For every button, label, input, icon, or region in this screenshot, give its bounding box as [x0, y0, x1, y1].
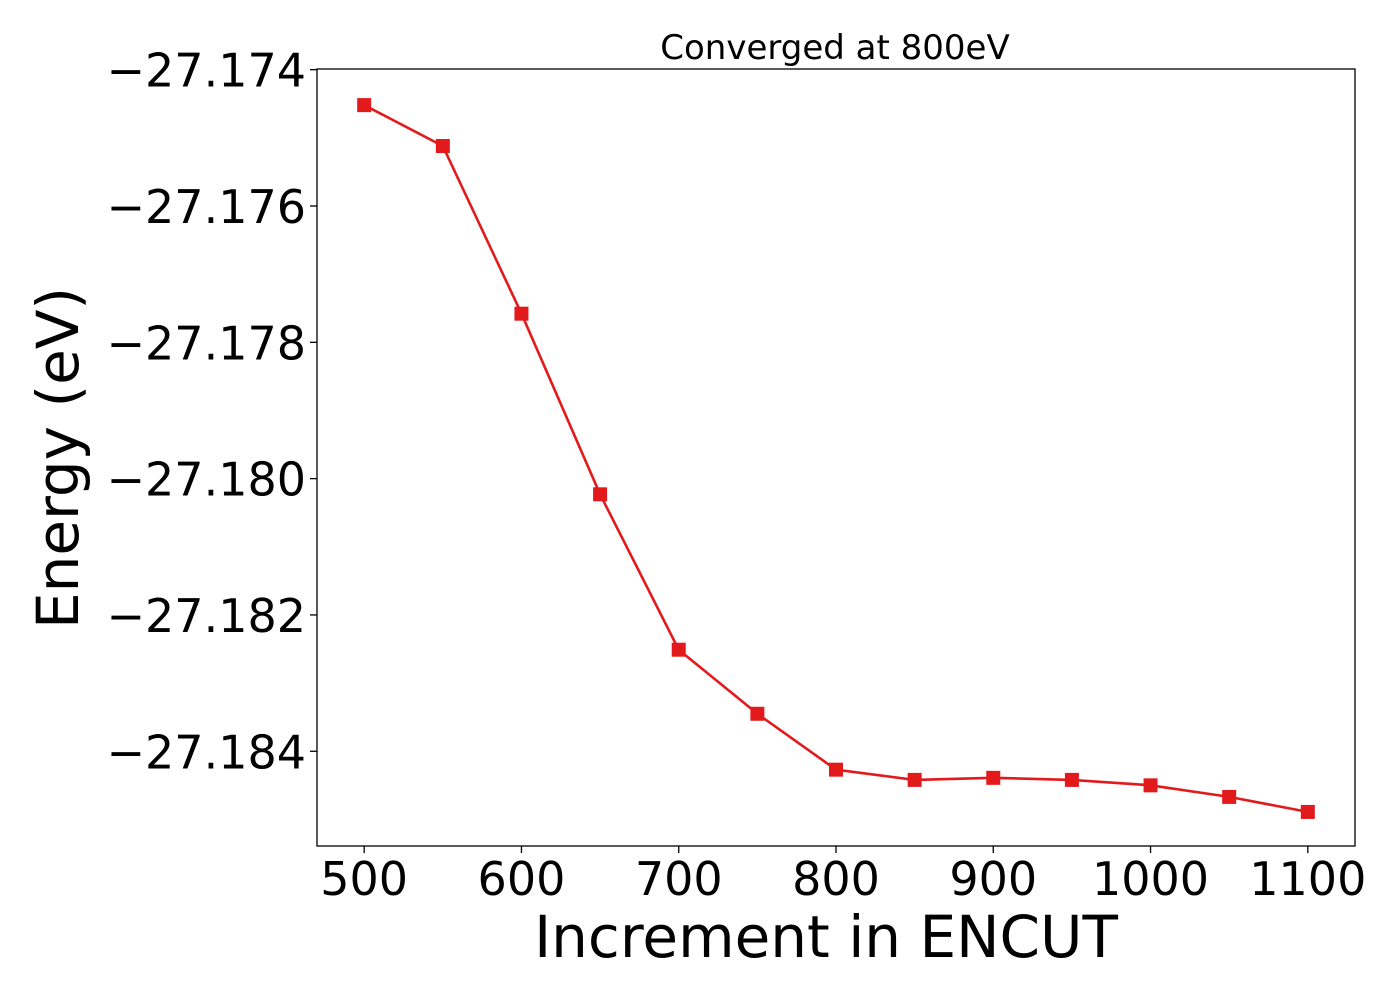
y-tick-label: −27.182 [107, 589, 307, 643]
x-tick-label: 600 [478, 852, 566, 906]
x-tick-label: 800 [792, 852, 880, 906]
data-point-marker [1143, 778, 1158, 793]
x-tick-label: 700 [635, 852, 723, 906]
y-tick-label: −27.184 [107, 725, 307, 779]
data-point-marker [514, 306, 529, 321]
x-tick-label: 500 [320, 852, 408, 906]
chart-title: Converged at 800eV [660, 28, 1009, 68]
x-tick-label: 1000 [1092, 852, 1209, 906]
data-point-marker [750, 706, 765, 721]
y-tick-label: −27.176 [107, 180, 307, 234]
y-tick-label: −27.180 [107, 453, 307, 507]
data-point-marker [829, 762, 843, 777]
data-point-marker [435, 139, 450, 154]
x-tick-label: 1100 [1249, 852, 1366, 906]
data-point-marker [593, 487, 608, 502]
y-tick-label: −27.174 [107, 44, 307, 98]
x-tick-label: 900 [949, 852, 1037, 906]
series-layer [357, 98, 1315, 819]
data-point-marker [1064, 772, 1079, 787]
x-axis-label: Increment in ENCUT [534, 903, 1118, 971]
y-tick-label: −27.178 [107, 316, 307, 370]
data-point-marker [671, 642, 686, 657]
x-axis-ticks: 500 600 700 800 900 1000 1100 [320, 846, 1366, 906]
data-point-marker [1300, 804, 1315, 819]
series-line [363, 103, 1309, 814]
data-point-marker [1222, 789, 1237, 804]
data-point-marker [357, 98, 372, 113]
y-axis-label: Energy (eV) [24, 287, 92, 629]
data-point-marker [986, 770, 1001, 785]
y-axis-ticks: −27.174 −27.176 −27.178 −27.180 −27.182 −27.1… [107, 44, 317, 779]
plot-frame [316, 68, 1356, 847]
data-point-marker [907, 772, 922, 787]
